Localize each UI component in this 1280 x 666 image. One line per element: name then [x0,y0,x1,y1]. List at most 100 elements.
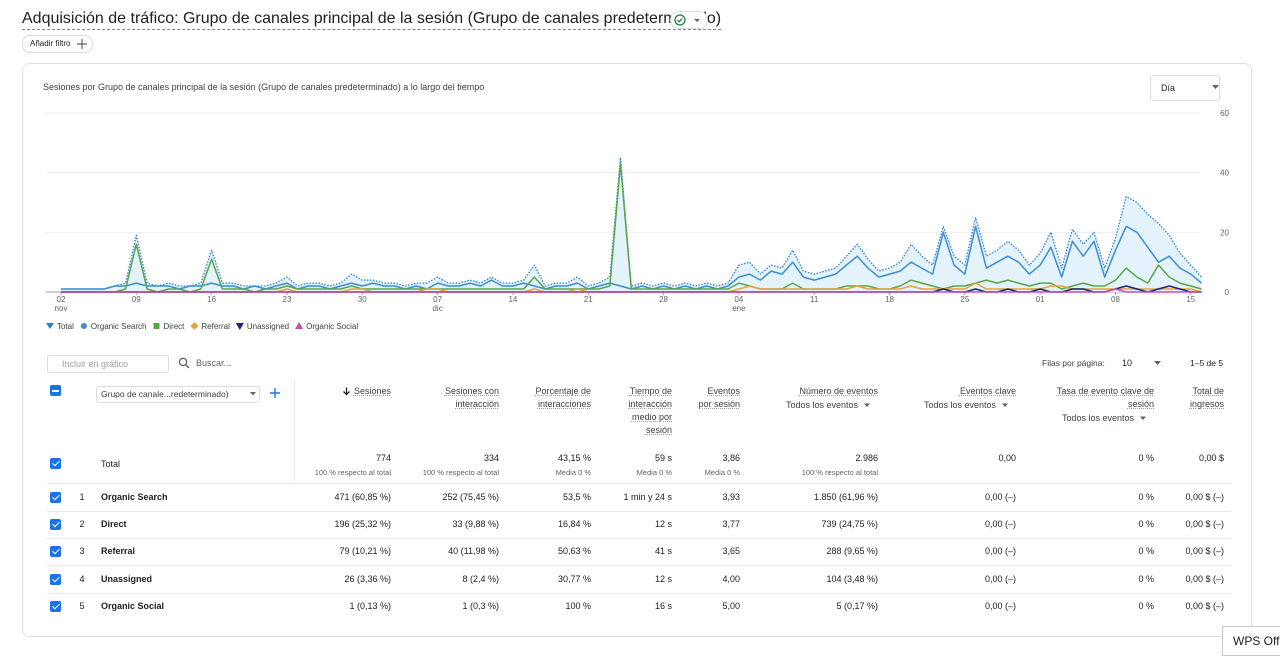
x-tick-label: 09 [132,295,141,304]
cell: 0,00 $ (–) [1185,546,1224,556]
row-rank: 5 [79,601,85,611]
column-header-text: Eventos clave [959,386,1016,396]
dropdown-arrow [1212,85,1219,89]
total-label: Total [101,459,121,469]
row-checkbox[interactable] [50,519,61,530]
pagination: 1–5 de 5 [1190,358,1224,368]
rows-per-page-select[interactable]: 10 [1122,358,1133,368]
legend-item: Referral [190,322,230,331]
column-header-text: Sesiones con interacción [444,386,499,409]
add-filter-text: Añadir filtro [30,39,71,48]
series-line [61,162,1202,293]
cell: 79 (10,21 %) [339,546,391,556]
legend-label: Organic Search [91,322,147,331]
column-header[interactable]: Eventos clave [906,385,1016,398]
column-header[interactable]: Tiempo de interacción medio por sesión [617,385,672,437]
page-title: Adquisición de tráfico: Grupo de canales… [22,9,722,30]
period-dropdown[interactable]: Día [1150,75,1220,101]
total-note: Media 0 % [704,468,740,477]
cell: 0,00 $ (–) [1185,574,1224,584]
status-badge[interactable] [670,11,708,29]
column-header[interactable]: Total de ingresos [1174,385,1224,411]
dropdown-arrow [1002,403,1008,407]
x-tick-label: 07 [433,295,442,304]
cell: 50,63 % [557,546,591,556]
legend-label: Referral [201,322,230,331]
legend-label: Direct [164,322,186,331]
legend-item: Direct [153,322,186,331]
y-tick-label: 20 [1220,228,1229,237]
row-separator [47,511,1231,512]
add-filter-chip[interactable]: Añadir filtro [22,35,94,53]
column-divider [294,380,295,482]
row-name: Unassigned [101,574,153,584]
x-tick-label: 08 [1111,295,1120,304]
column-header[interactable]: Sesiones con interacción [409,385,499,411]
dropdown-arrow [1154,361,1161,365]
x-tick-month: nov [55,304,68,313]
x-tick-label: 14 [508,295,517,304]
event-selector[interactable]: Todos los eventos [896,400,1008,410]
x-tick-label: 25 [960,295,969,304]
cell: 5,00 [722,601,740,611]
row-checkbox[interactable] [50,458,61,469]
search-icon [178,357,190,369]
legend-item: Total [46,322,74,331]
row-checkbox[interactable] [50,601,61,612]
event-selector[interactable]: Todos los eventos [758,400,870,410]
cell: 1 (0,3 %) [462,601,499,611]
cell: 12 s [654,519,672,529]
row-checkbox[interactable] [50,546,61,557]
legend-label: Organic Social [306,322,358,331]
legend-label: Total [57,322,74,331]
row-name: Referral [101,546,136,556]
cell: 1.850 (61,96 %) [813,492,878,502]
column-header[interactable]: Tasa de evento clave de sesión [1034,385,1154,411]
dropdown-arrow [250,392,256,396]
cell: 739 (24,75 %) [821,519,878,529]
cell: 4,00 [722,574,740,584]
row-separator [47,483,1231,484]
cell: 0 % [1138,546,1154,556]
cell: 16,84 % [557,519,591,529]
add-dimension-icon[interactable] [269,387,281,399]
x-tick-month: ene [732,304,746,313]
header-checkbox[interactable] [50,385,61,396]
cell: 1 min y 24 s [623,492,672,502]
column-header[interactable]: Número de eventos [768,385,878,398]
include-in-chart-button[interactable]: Incluir en gráfico [47,355,169,373]
row-rank: 4 [79,574,85,584]
sort-arrow [343,387,350,396]
x-tick-label: 28 [659,295,668,304]
cell: 0,00 $ (–) [1185,601,1224,611]
cell: 0,00 (–) [984,601,1016,611]
cell: 1 (0,13 %) [349,601,391,611]
dropdown-arrow [1140,416,1146,420]
row-rank: 1 [79,492,85,502]
x-tick-label: 16 [207,295,216,304]
total-value: 774 [375,453,391,463]
row-name: Organic Social [101,601,165,611]
cell: 16 s [654,601,672,611]
tooltip-text: WPS Off [1233,634,1280,648]
search-input[interactable]: Buscar... [196,358,232,368]
event-selector[interactable]: Todos los eventos [1024,413,1146,423]
column-header[interactable]: Porcentaje de interacciones [521,385,591,411]
cell: 0,00 (–) [984,519,1016,529]
add-icon [77,39,87,49]
dimension-selector[interactable]: Grupo de canale...redeterminado) [96,386,260,403]
total-value: 0 % [1138,453,1154,463]
x-tick-label: 30 [358,295,367,304]
column-header[interactable]: Eventos por sesión [695,385,740,411]
legend-marker [153,323,160,329]
column-header[interactable]: Sesiones [301,385,391,398]
cell: 30,77 % [557,574,591,584]
row-checkbox[interactable] [50,492,61,503]
cell: 0,00 (–) [984,492,1016,502]
total-note: Media 0 % [555,468,591,477]
cell: 3,77 [722,519,740,529]
include-text: Incluir en gráfico [62,359,129,369]
row-checkbox[interactable] [50,574,61,585]
total-value: 3,86 [722,453,740,463]
